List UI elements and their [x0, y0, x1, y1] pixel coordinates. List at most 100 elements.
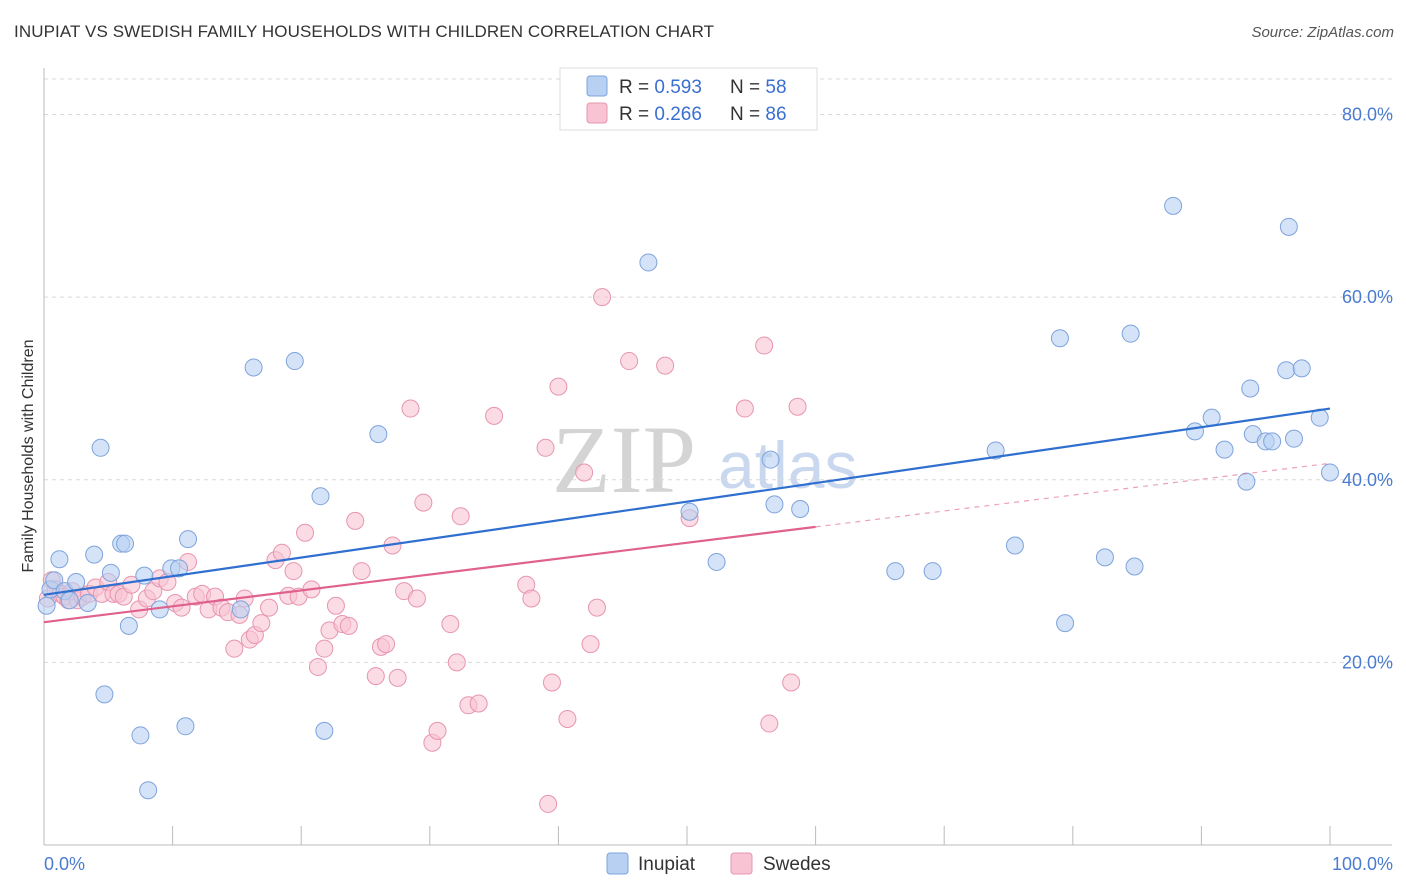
point-swedes: [469, 694, 488, 713]
point-inupiat: [45, 571, 64, 590]
point-swedes: [451, 507, 470, 526]
point-swedes: [401, 399, 420, 418]
point-inupiat: [315, 721, 334, 740]
point-inupiat: [761, 450, 780, 469]
point-inupiat: [179, 530, 198, 549]
point-swedes: [414, 493, 433, 512]
point-swedes: [326, 596, 345, 615]
trend-lines: [43, 407, 1331, 624]
trend-line-swedes: [43, 525, 816, 624]
x-tick-label-max: 100.0%: [1332, 854, 1393, 874]
y-tick-label: 60.0%: [1342, 287, 1393, 307]
bottom-legend-label-inupiat: Inupiat: [638, 854, 696, 875]
y-tick-labels: 20.0% 40.0% 60.0% 80.0%: [1342, 105, 1393, 673]
point-inupiat: [1056, 614, 1075, 633]
legend-swatch-inupiat: [586, 75, 608, 97]
point-inupiat: [131, 726, 150, 745]
point-inupiat: [244, 358, 263, 377]
point-swedes: [539, 794, 558, 813]
chart-source: Source: ZipAtlas.com: [1251, 24, 1394, 41]
point-swedes: [260, 598, 279, 617]
point-swedes: [581, 635, 600, 654]
point-inupiat: [986, 441, 1005, 460]
point-inupiat: [170, 559, 189, 578]
bottom-legend-label-swedes: Swedes: [763, 854, 831, 875]
point-swedes: [428, 721, 447, 740]
point-swedes: [366, 667, 385, 686]
y-axis-title: Family Households with Children: [20, 340, 37, 573]
y-tick-label: 40.0%: [1342, 470, 1393, 490]
watermark-atlas: atlas: [718, 428, 857, 502]
point-inupiat: [67, 573, 86, 592]
point-swedes: [441, 615, 460, 634]
legend-swatch-swedes: [586, 102, 608, 124]
point-swedes: [346, 511, 365, 530]
bottom-legend: Inupiat Swedes: [606, 852, 831, 875]
legend-r-value-inupiat: 0.593: [654, 77, 702, 98]
point-inupiat: [50, 550, 69, 569]
bottom-legend-swatch-inupiat: [606, 852, 629, 875]
point-inupiat: [1292, 359, 1311, 378]
point-swedes: [549, 377, 568, 396]
point-swedes: [656, 356, 675, 375]
point-inupiat: [1277, 361, 1296, 380]
point-inupiat: [1050, 329, 1069, 348]
point-swedes: [225, 639, 244, 658]
chart-title: INUPIAT VS SWEDISH FAMILY HOUSEHOLDS WIT…: [14, 22, 715, 41]
point-swedes: [522, 589, 541, 608]
point-inupiat: [1237, 472, 1256, 491]
point-inupiat: [85, 545, 104, 564]
point-inupiat: [1215, 440, 1234, 459]
point-inupiat: [791, 499, 810, 518]
point-swedes: [575, 463, 594, 482]
point-swedes: [407, 589, 426, 608]
point-inupiat: [60, 591, 79, 610]
point-swedes: [760, 714, 779, 733]
point-inupiat: [1095, 548, 1114, 567]
legend-row-swedes: R = 0.266: [619, 104, 702, 125]
point-inupiat: [1164, 196, 1183, 215]
legend-r-label: R =: [619, 104, 654, 125]
point-swedes: [788, 397, 807, 416]
point-swedes: [593, 288, 612, 307]
point-swedes: [315, 639, 334, 658]
legend-r-value-swedes: 0.266: [654, 104, 702, 125]
point-swedes: [339, 616, 358, 635]
legend-row-inupiat: R = 0.593: [619, 77, 702, 98]
point-inupiat: [1125, 557, 1144, 576]
point-inupiat: [1284, 429, 1303, 448]
legend-n-label: N =: [730, 104, 765, 125]
legend: R = 0.593 N = 58 R = 0.266 N = 86: [559, 67, 818, 131]
point-swedes: [558, 709, 577, 728]
point-inupiat: [37, 596, 56, 615]
watermark: ZIP atlas: [552, 406, 857, 513]
point-swedes: [755, 336, 774, 355]
point-inupiat: [1005, 536, 1024, 555]
point-inupiat: [1202, 408, 1221, 427]
point-inupiat: [765, 495, 784, 514]
point-inupiat: [139, 781, 158, 800]
point-inupiat: [1279, 217, 1298, 236]
point-inupiat: [680, 502, 699, 521]
point-swedes: [587, 598, 606, 617]
point-inupiat: [1185, 422, 1204, 441]
y-tick-label: 20.0%: [1342, 652, 1393, 672]
point-swedes: [172, 598, 191, 617]
point-inupiat: [285, 352, 304, 371]
axes: [43, 68, 1392, 846]
point-swedes: [782, 673, 801, 692]
point-swedes: [284, 562, 303, 581]
point-inupiat: [176, 717, 195, 736]
legend-n-value-swedes: 86: [765, 104, 786, 125]
point-inupiat: [78, 594, 97, 613]
point-inupiat: [116, 534, 135, 553]
point-swedes: [308, 657, 327, 676]
point-inupiat: [1263, 432, 1282, 451]
point-swedes: [447, 653, 466, 672]
legend-r-label: R =: [619, 77, 654, 98]
point-inupiat: [369, 425, 388, 444]
point-inupiat: [923, 562, 942, 581]
legend-row-swedes-n: N = 86: [730, 104, 787, 125]
point-inupiat: [886, 562, 905, 581]
